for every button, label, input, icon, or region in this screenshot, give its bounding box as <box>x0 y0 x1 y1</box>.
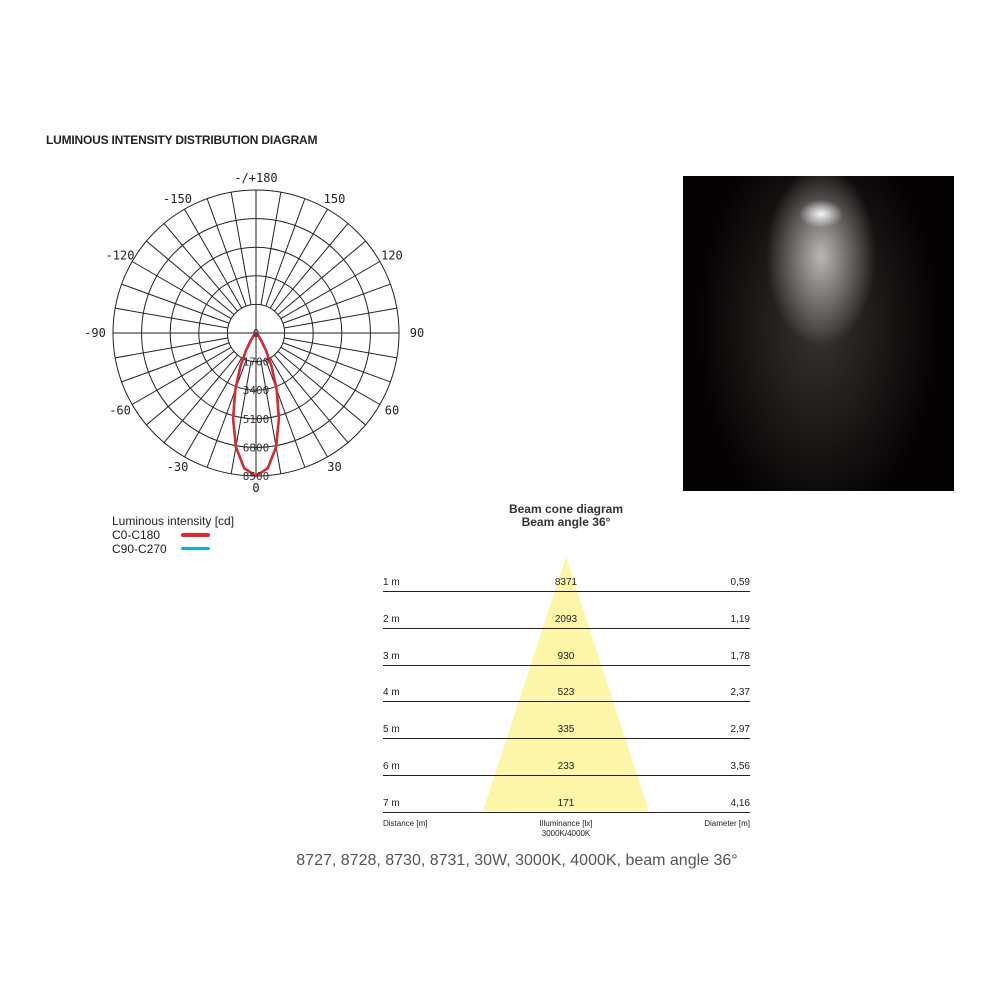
polar-spoke <box>265 198 306 307</box>
polar-spoke <box>269 357 328 458</box>
series-c0-c180 <box>231 331 281 478</box>
polar-spoke <box>115 337 228 359</box>
cell-distance: 1 m <box>383 577 400 588</box>
polar-spoke <box>230 192 252 305</box>
row-divider <box>383 591 750 592</box>
radial-tick-label: 6800 <box>243 441 270 454</box>
polar-spoke <box>284 337 397 359</box>
legend-swatch-c90 <box>181 547 210 550</box>
angle-label: -150 <box>163 192 192 206</box>
radial-tick-label: 1700 <box>243 356 270 369</box>
polar-spoke <box>131 346 232 405</box>
cell-distance: 2 m <box>383 613 400 625</box>
cell-illuminance: 233 <box>557 761 575 772</box>
cone-title: Beam cone diagram <box>508 502 624 516</box>
polar-spoke <box>280 261 381 320</box>
radial-tick-label: 3400 <box>243 384 270 397</box>
radial-tick-label: 0 <box>253 327 260 340</box>
polar-spoke <box>163 354 238 443</box>
polar-spoke <box>121 283 230 324</box>
cell-illuminance: 930 <box>557 650 575 662</box>
polar-spoke <box>121 342 230 383</box>
cell-diameter: 1,19 <box>730 613 750 625</box>
angle-label: -90 <box>84 326 106 340</box>
angle-label: 60 <box>385 404 399 418</box>
col-illuminance: Illuminance [lx] <box>539 819 593 828</box>
legend-label-c0: C0-C180 <box>112 528 161 542</box>
col-diameter: Diameter [m] <box>704 819 750 828</box>
polar-spoke <box>282 342 391 383</box>
polar-spoke <box>146 240 235 315</box>
angle-label: 150 <box>324 192 346 206</box>
polar-spoke <box>282 283 391 324</box>
polar-spoke <box>265 359 306 468</box>
polar-spoke <box>184 208 243 309</box>
angle-label: 0 <box>252 481 259 495</box>
product-caption: 8727, 8728, 8730, 8731, 30W, 3000K, 4000… <box>296 852 738 869</box>
row-divider <box>383 811 750 813</box>
polar-spoke <box>115 307 228 329</box>
polar-spoke <box>269 208 328 309</box>
polar-spoke <box>260 361 282 474</box>
cell-diameter: 2,97 <box>730 724 750 736</box>
row-divider <box>383 738 750 740</box>
polar-intensity-chart: 0 1700 3400 5100 6800 8500 -/+180 150 120 90 60 30 0… <box>84 171 424 495</box>
cone-subtitle: Beam angle 36° <box>521 515 611 529</box>
cell-distance: 6 m <box>383 761 400 772</box>
polar-spoke <box>284 307 397 329</box>
cell-diameter: 3,56 <box>730 761 750 772</box>
polar-spoke <box>280 346 381 405</box>
angle-label: 90 <box>410 326 424 340</box>
polar-spoke <box>260 192 282 305</box>
angle-label: -120 <box>106 249 135 263</box>
cell-illuminance: 335 <box>557 724 575 736</box>
cell-diameter: 2,37 <box>730 687 750 699</box>
polar-spoke <box>184 357 243 458</box>
angle-label: -30 <box>167 460 189 474</box>
polar-spoke <box>277 240 366 315</box>
polar-spoke <box>206 359 247 468</box>
cell-diameter: 1,78 <box>730 650 750 662</box>
legend-label-c90: C90-C270 <box>112 542 167 556</box>
cell-distance: 4 m <box>383 687 400 699</box>
polar-spoke <box>131 261 232 320</box>
polar-spoke <box>146 351 235 426</box>
polar-spoke <box>274 223 349 312</box>
polar-spoke <box>277 351 366 426</box>
cell-illuminance: 2093 <box>554 613 578 625</box>
radial-tick-label: 8500 <box>243 470 270 483</box>
cell-diameter: 4,16 <box>730 797 750 809</box>
polar-spoke <box>206 198 247 307</box>
radial-tick-label: 5100 <box>243 413 270 426</box>
polar-spoke <box>230 361 252 474</box>
legend-swatch-c0 <box>181 533 210 537</box>
row-divider <box>383 664 750 666</box>
legend-title: Luminous intensity [cd] <box>112 514 235 528</box>
diagram-title: LUMINOUS INTENSITY DISTRIBUTION DIAGRAM <box>46 133 318 147</box>
angle-label: -/+180 <box>234 171 277 185</box>
cell-distance: 3 m <box>383 650 400 662</box>
angle-label: -60 <box>109 404 131 418</box>
row-divider <box>383 701 750 703</box>
cell-distance: 5 m <box>383 724 400 736</box>
beam-cone-shape <box>483 557 649 811</box>
col-illuminance-sub: 3000K/4000K <box>541 829 591 838</box>
cell-illuminance: 171 <box>557 797 575 809</box>
row-divider <box>383 627 750 629</box>
polar-spoke <box>163 223 238 312</box>
row-divider <box>383 775 750 776</box>
polar-spoke <box>274 354 349 443</box>
cell-distance: 7 m <box>383 797 400 809</box>
angle-label: 120 <box>381 249 403 263</box>
cell-illuminance: 523 <box>557 687 575 699</box>
light-beam-photo <box>683 176 954 491</box>
cell-illuminance: 8371 <box>554 577 578 588</box>
col-distance: Distance [m] <box>383 819 428 828</box>
cell-diameter: 0,59 <box>730 577 750 588</box>
angle-label: 30 <box>327 460 341 474</box>
